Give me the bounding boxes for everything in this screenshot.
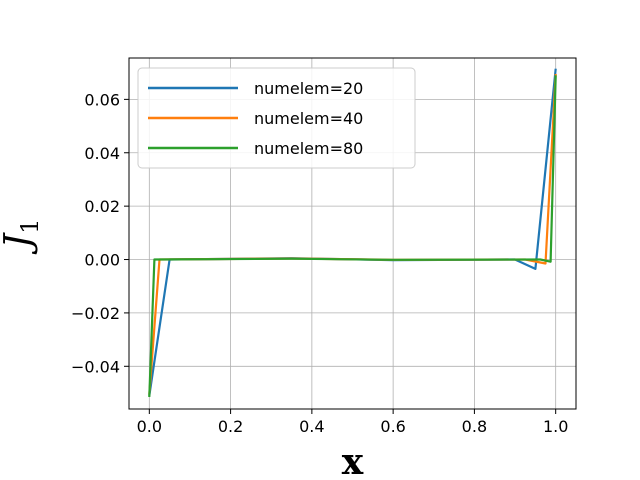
y-tick-label: 0.02 [84,197,120,216]
x-tick-label: 0.4 [299,417,324,436]
x-ticks: 0.0 0.2 0.4 0.6 0.8 1.0 [137,409,568,436]
x-tick-label: 0.2 [218,417,243,436]
x-tick-label: 1.0 [543,417,568,436]
x-tick-label: 0.0 [137,417,162,436]
plot-frame [128,57,577,410]
y-tick-label: 0.04 [84,144,120,163]
y-axis-label-subscript: 1 [16,219,44,234]
y-axis-label: J1 [0,219,44,256]
x-axis-label: x [342,441,364,480]
legend-label: numelem=80 [254,139,363,158]
y-ticks: −0.04 −0.02 0.00 0.02 0.04 0.06 [71,90,129,376]
series-line [148,75,557,398]
y-tick-label: −0.04 [71,357,120,376]
x-tick-label: 0.6 [380,417,405,436]
x-tick-label: 0.8 [462,417,487,436]
legend-box [137,67,416,169]
series-lines [148,68,557,398]
y-tick-label: 0.06 [84,90,120,109]
legend-label: numelem=40 [254,109,363,128]
y-tick-label: 0.00 [84,251,120,270]
y-axis-label-main: J [0,231,39,255]
y-tick-label: −0.02 [71,304,120,323]
legend-label: numelem=20 [254,79,363,98]
legend: numelem=20 numelem=40 numelem=80 [137,67,416,169]
